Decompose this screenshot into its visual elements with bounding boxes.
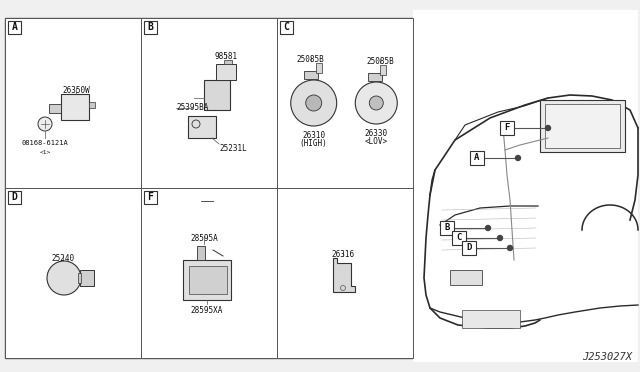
Circle shape (508, 246, 513, 250)
Bar (204, 80, 230, 110)
Bar (8, 21, 21, 34)
Bar (224, 60, 232, 64)
Bar (89, 102, 95, 108)
Bar (183, 260, 231, 300)
Text: <LOV>: <LOV> (365, 137, 388, 146)
Text: 25240: 25240 (51, 254, 75, 263)
Text: D: D (12, 192, 17, 202)
Bar (462, 310, 520, 328)
Bar (5, 18, 141, 188)
Bar (8, 191, 21, 204)
Bar (61, 94, 89, 120)
Bar (141, 18, 277, 188)
Bar (450, 270, 482, 285)
Bar (80, 270, 94, 286)
Text: F: F (504, 124, 509, 132)
Text: 26350W: 26350W (62, 86, 90, 95)
Bar (141, 188, 277, 358)
Text: D: D (467, 244, 472, 253)
Bar (189, 266, 227, 294)
Text: <1>: <1> (40, 150, 51, 155)
Text: B: B (444, 224, 450, 232)
Bar (49, 104, 61, 113)
Text: A: A (12, 22, 17, 32)
Text: 28595A: 28595A (190, 234, 218, 243)
Bar (5, 188, 141, 358)
Bar (316, 63, 322, 73)
Bar (470, 151, 484, 165)
Polygon shape (333, 258, 355, 292)
Bar (277, 18, 413, 188)
Text: 26316: 26316 (332, 250, 355, 259)
Circle shape (369, 96, 383, 110)
Text: 98581: 98581 (214, 52, 237, 61)
Circle shape (47, 261, 81, 295)
Text: 08168-6121A: 08168-6121A (22, 140, 68, 146)
Bar (5, 18, 413, 358)
Bar (144, 21, 157, 34)
Bar (304, 71, 317, 79)
Text: 28595XA: 28595XA (191, 306, 223, 315)
Circle shape (355, 82, 397, 124)
Circle shape (192, 120, 200, 128)
Bar (216, 64, 236, 80)
Circle shape (291, 80, 337, 126)
Circle shape (38, 117, 52, 131)
Circle shape (497, 235, 502, 241)
Bar (380, 65, 387, 75)
Bar (452, 231, 466, 245)
Text: 25231L: 25231L (219, 144, 247, 153)
Text: B: B (148, 22, 154, 32)
Bar (188, 116, 216, 138)
Bar (78, 273, 81, 283)
Text: 26310: 26310 (302, 131, 325, 140)
Text: 25395BA: 25395BA (176, 103, 209, 112)
Bar (413, 10, 638, 362)
Text: A: A (474, 154, 480, 163)
Bar (500, 121, 514, 135)
Bar (545, 104, 620, 148)
Bar (144, 191, 157, 204)
Bar (368, 73, 382, 81)
Bar (197, 246, 205, 260)
Circle shape (545, 125, 550, 131)
Text: 25085B: 25085B (297, 55, 324, 64)
Text: (HIGH): (HIGH) (300, 139, 328, 148)
Circle shape (306, 95, 322, 111)
Text: 26330: 26330 (365, 129, 388, 138)
Text: J253027X: J253027X (582, 352, 632, 362)
Text: C: C (456, 234, 461, 243)
Text: F: F (148, 192, 154, 202)
Bar (440, 221, 454, 235)
Bar (277, 188, 413, 358)
Text: 25085B: 25085B (367, 57, 394, 66)
Bar (540, 100, 625, 152)
Circle shape (515, 155, 520, 160)
Text: C: C (284, 22, 289, 32)
Bar (280, 21, 293, 34)
Circle shape (486, 225, 490, 231)
Bar (462, 241, 476, 255)
